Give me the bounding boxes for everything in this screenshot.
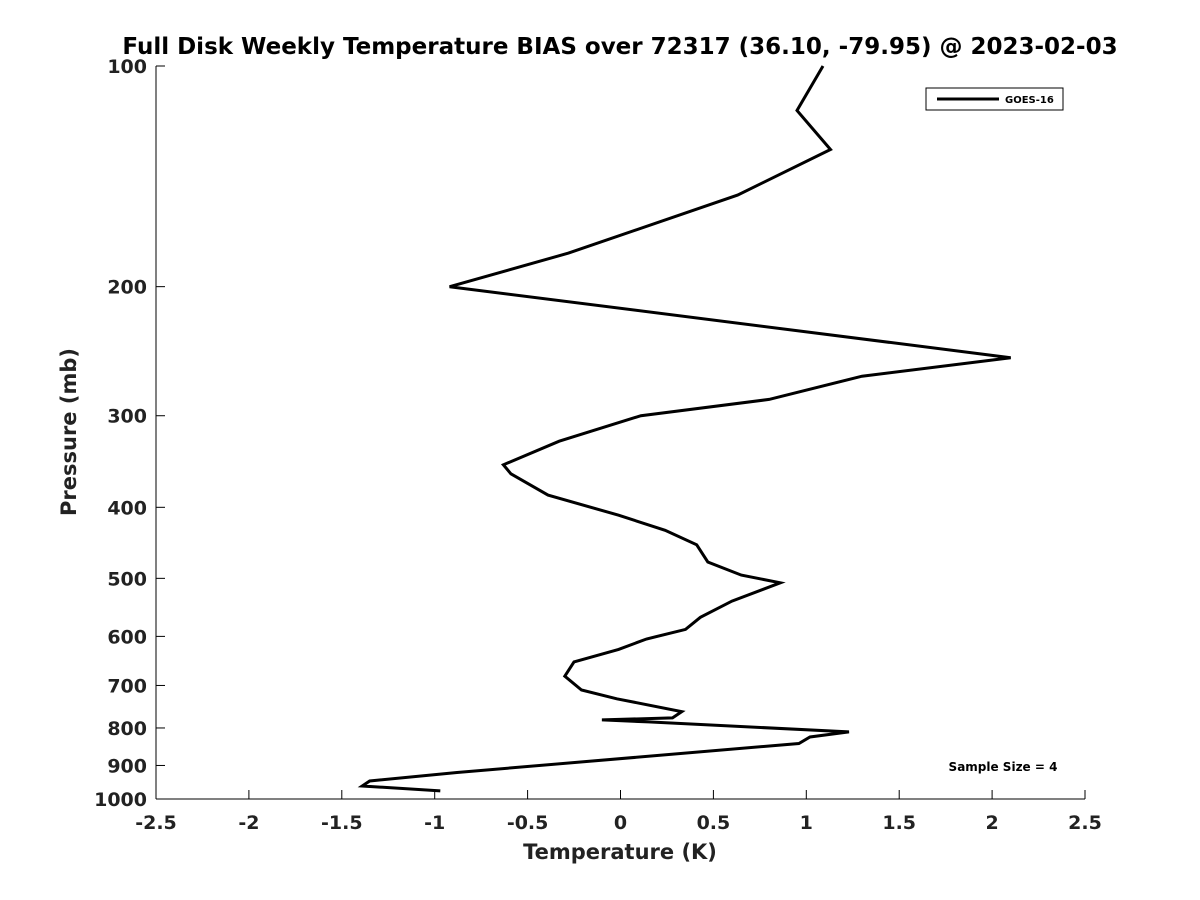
x-tick-label: 1	[800, 812, 813, 834]
x-tick-label: 1.5	[882, 812, 916, 834]
x-tick-label: 0.5	[697, 812, 731, 834]
y-tick-label: 500	[107, 568, 147, 590]
legend: GOES-16	[925, 87, 1064, 111]
y-tick-label: 400	[107, 497, 147, 519]
x-tick-label: -0.5	[507, 812, 549, 834]
x-tick-label: 2.5	[1068, 812, 1102, 834]
legend-label: GOES-16	[1005, 95, 1054, 106]
x-axis-label: Temperature (K)	[523, 840, 717, 864]
x-tick-label: -1.5	[321, 812, 363, 834]
y-tick-label: 100	[107, 56, 147, 78]
x-tick-label: 0	[614, 812, 627, 834]
chart-title: Full Disk Weekly Temperature BIAS over 7…	[122, 34, 1117, 60]
y-tick-label: 600	[107, 626, 147, 648]
x-tick-label: 2	[985, 812, 998, 834]
x-tick-label: -1	[424, 812, 445, 834]
plot-area	[156, 66, 1085, 799]
sample-size-annotation: Sample Size = 4	[949, 760, 1058, 774]
y-tick-label: 700	[107, 675, 147, 697]
y-axis-label: Pressure (mb)	[57, 348, 81, 516]
y-tick-label: 800	[107, 718, 147, 740]
series-line-goes-16	[357, 65, 1011, 793]
x-tick-label: -2	[238, 812, 259, 834]
y-tick-label: 1000	[94, 789, 147, 811]
y-tick-label: 300	[107, 406, 147, 428]
y-tick-label: 900	[107, 755, 147, 777]
y-tick-label: 200	[107, 277, 147, 299]
x-tick-label: -2.5	[135, 812, 177, 834]
